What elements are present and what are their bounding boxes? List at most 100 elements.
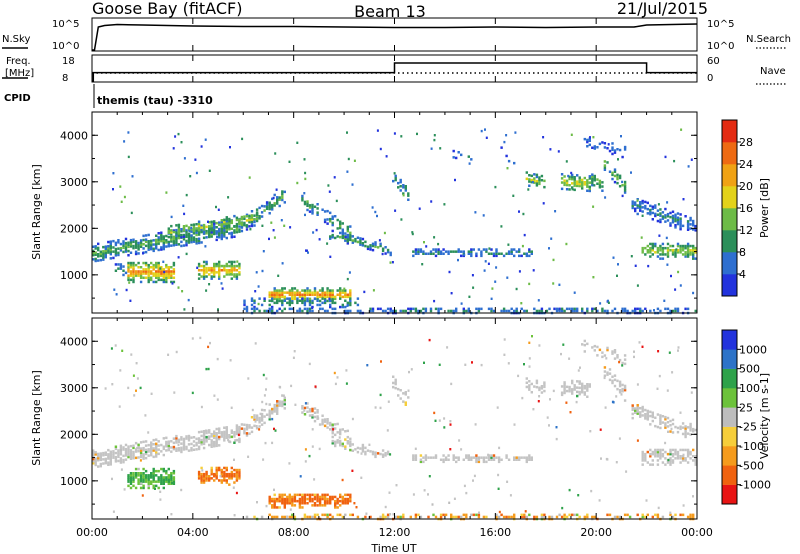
heatmap-cell xyxy=(218,223,221,227)
heatmap-cell xyxy=(339,432,342,436)
heatmap-cell xyxy=(437,248,440,251)
heatmap-cell xyxy=(301,196,304,200)
heatmap-cell xyxy=(598,348,602,352)
heatmap-cell xyxy=(197,441,201,444)
heatmap-cell xyxy=(425,245,428,248)
heatmap-cell xyxy=(192,231,196,235)
heatmap-cell xyxy=(573,386,576,389)
colorbar-swatch xyxy=(722,388,737,408)
heatmap-cell xyxy=(127,278,130,282)
heatmap-cell xyxy=(326,426,329,429)
heatmap-cell xyxy=(213,232,216,236)
heatmap-cell xyxy=(646,244,649,248)
heatmap-cell xyxy=(316,497,319,501)
heatmap-cell xyxy=(152,472,155,475)
heatmap-cell xyxy=(659,422,662,425)
heatmap-cell xyxy=(172,272,176,275)
heatmap-cell xyxy=(233,214,236,218)
heatmap-cell xyxy=(147,248,150,251)
heatmap-cell xyxy=(674,452,677,456)
heatmap-cell xyxy=(331,223,334,227)
heatmap-cell xyxy=(671,431,675,434)
heatmap-cell xyxy=(281,289,284,292)
heatmap-cell xyxy=(92,253,95,257)
heatmap-cell xyxy=(649,210,652,214)
heatmap-cell xyxy=(190,436,193,439)
heatmap-cell xyxy=(175,236,178,240)
heatmap-cell xyxy=(142,476,145,479)
heatmap-cell xyxy=(326,515,329,519)
heatmap-cell xyxy=(147,246,150,249)
heatmap-cell xyxy=(349,499,352,503)
heatmap-cell xyxy=(306,410,309,413)
heatmap-cell xyxy=(631,416,634,420)
heatmap-cell xyxy=(238,225,241,228)
heatmap-cell xyxy=(157,238,160,241)
heatmap-cell xyxy=(200,438,203,442)
heatmap-cell xyxy=(283,224,286,227)
heatmap-cell xyxy=(447,454,450,457)
heatmap-cell xyxy=(457,151,460,154)
heatmap-cell xyxy=(127,386,130,390)
x-tick-label: 04:00 xyxy=(177,526,209,539)
heatmap-cell xyxy=(380,360,382,363)
heatmap-cell xyxy=(124,443,128,447)
heatmap-cell xyxy=(457,456,460,459)
heatmap-cell xyxy=(127,276,130,279)
heatmap-cell xyxy=(316,299,319,302)
heatmap-cell xyxy=(119,263,123,266)
heatmap-cell xyxy=(321,293,324,296)
heatmap-cell xyxy=(694,459,697,462)
heatmap-cell xyxy=(669,457,672,460)
heatmap-cell xyxy=(210,231,213,234)
heatmap-cell xyxy=(306,297,309,300)
heatmap-cell xyxy=(175,239,178,242)
heatmap-cell xyxy=(233,431,236,434)
heatmap-cell xyxy=(651,450,654,454)
heatmap-cell xyxy=(326,309,329,313)
heatmap-cell xyxy=(165,272,168,275)
heatmap-cell xyxy=(223,475,226,478)
heatmap-cell xyxy=(237,433,240,437)
heatmap-cell xyxy=(220,233,223,236)
heatmap-cell xyxy=(99,456,102,459)
heatmap-cell xyxy=(475,456,478,459)
heatmap-cell xyxy=(306,497,309,501)
heatmap-cell xyxy=(674,224,677,227)
heatmap-cell xyxy=(419,454,423,457)
heatmap-cell xyxy=(442,458,445,461)
heatmap-cell xyxy=(686,222,690,225)
heatmap-cell xyxy=(137,445,140,449)
heatmap-cell xyxy=(235,222,239,226)
heatmap-cell xyxy=(240,423,244,426)
heatmap-cell xyxy=(129,474,133,477)
heatmap-cell xyxy=(268,291,271,294)
heatmap-cell xyxy=(215,205,217,209)
heatmap-cell xyxy=(517,374,520,378)
heatmap-cell xyxy=(248,218,251,222)
heatmap-cell xyxy=(654,416,657,419)
heatmap-cell xyxy=(137,272,140,275)
heatmap-cell xyxy=(230,431,233,434)
heatmap-cell xyxy=(225,271,228,274)
heatmap-cell xyxy=(265,402,268,406)
heatmap-cell xyxy=(298,309,302,313)
heatmap-cell xyxy=(568,177,571,181)
heatmap-cell xyxy=(152,274,155,277)
heatmap-cell xyxy=(586,185,589,188)
heatmap-cell xyxy=(276,297,279,301)
heatmap-cell xyxy=(531,335,533,338)
heatmap-cell xyxy=(621,361,624,365)
heatmap-cell xyxy=(230,219,233,222)
heatmap-cell xyxy=(518,254,521,258)
heatmap-cell xyxy=(233,260,236,264)
heatmap-cell xyxy=(177,234,181,237)
heatmap-cell xyxy=(692,244,695,248)
heatmap-cell xyxy=(581,384,584,388)
heatmap-cell xyxy=(316,291,319,294)
heatmap-cell xyxy=(306,402,309,405)
heatmap-cell xyxy=(485,456,488,459)
heatmap-cell xyxy=(379,242,382,246)
heatmap-cell xyxy=(311,309,314,313)
heatmap-cell xyxy=(409,309,412,313)
